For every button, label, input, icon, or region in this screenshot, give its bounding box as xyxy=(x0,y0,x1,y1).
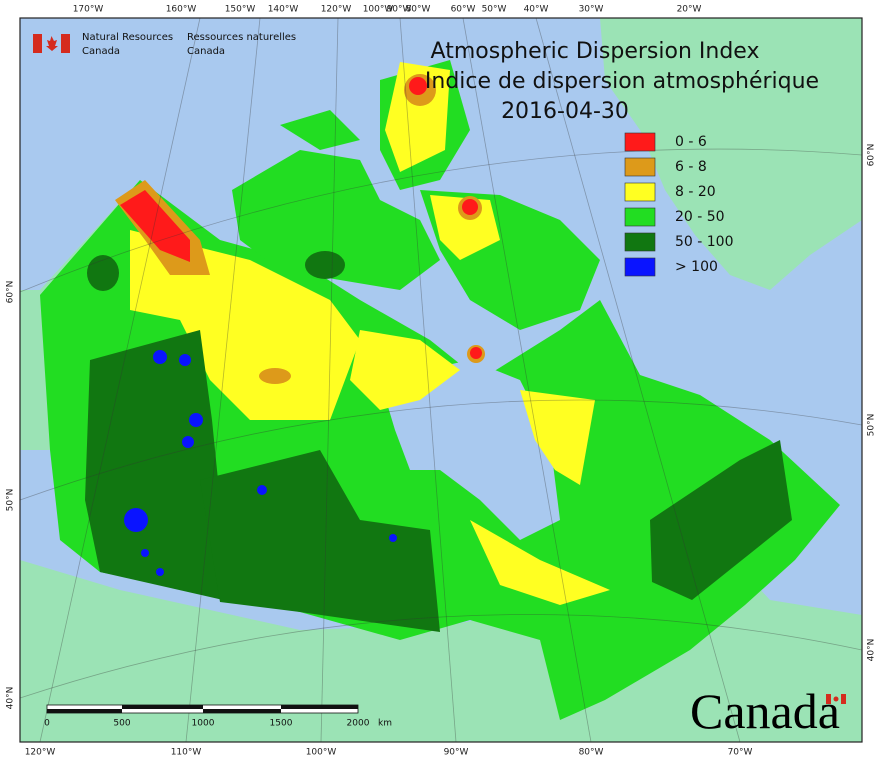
scale-label: 0 xyxy=(44,719,50,729)
longitude-label: 100°W xyxy=(306,748,337,758)
red-zone xyxy=(409,77,427,95)
yellow-zone xyxy=(470,520,610,605)
maple-leaf xyxy=(833,696,839,702)
scale-label: 2000 xyxy=(347,719,370,729)
legend-label: 6 - 8 xyxy=(675,159,707,175)
red-zone xyxy=(120,190,190,262)
wordmark: Canada xyxy=(690,683,840,739)
legend-swatch xyxy=(624,257,656,277)
scale-segment xyxy=(122,705,203,709)
latitude-label: 50°N xyxy=(6,489,16,512)
dark-green-zone xyxy=(87,255,119,291)
latitude-label: 60°N xyxy=(6,281,16,304)
legend-swatch xyxy=(624,182,656,202)
blue-zone xyxy=(257,485,267,495)
legend-label: 20 - 50 xyxy=(675,209,725,225)
longitude-label: 140°W xyxy=(268,5,299,15)
scale-label: 1500 xyxy=(270,719,293,729)
blue-zone xyxy=(182,436,194,448)
dark-green-zone xyxy=(200,450,440,632)
longitude-label: 170°W xyxy=(73,5,104,15)
canada-wordmark-flag xyxy=(826,694,846,704)
scale-bar xyxy=(46,704,359,714)
greenland xyxy=(600,18,862,290)
red-zone xyxy=(462,199,478,215)
arctic-island xyxy=(280,110,360,150)
longitude-label: 30°W xyxy=(579,5,604,15)
legend-label: 50 - 100 xyxy=(675,234,734,250)
yellow-zone xyxy=(130,230,360,420)
latitude-label: 40°N xyxy=(867,639,877,662)
longitude-label: 100°W xyxy=(363,5,394,15)
legend-swatch xyxy=(624,207,656,227)
blue-zone xyxy=(179,354,191,366)
legend-label: 8 - 20 xyxy=(675,184,716,200)
dark-green-zone xyxy=(650,440,792,600)
longitude-label: 150°W xyxy=(225,5,256,15)
flag-bar xyxy=(826,694,831,704)
title-en: Atmospheric Dispersion Index xyxy=(431,39,760,64)
maple-leaf xyxy=(46,36,58,51)
latitude-label: 50°N xyxy=(867,414,877,437)
blue-zone xyxy=(189,413,203,427)
blue-zone xyxy=(141,549,149,557)
longitude-label: 80°W xyxy=(579,748,604,758)
legend-label: 0 - 6 xyxy=(675,134,707,150)
flag-bar xyxy=(841,694,846,704)
longitude-label: 120°W xyxy=(25,748,56,758)
legend-swatch xyxy=(624,232,656,252)
legend-label: > 100 xyxy=(675,259,718,275)
orange-zone xyxy=(259,368,291,384)
longitude-label: 60°W xyxy=(451,5,476,15)
org-name: Canada xyxy=(82,46,120,57)
dark-green-zone xyxy=(305,251,345,279)
yellow-zone xyxy=(520,390,595,485)
longitude-label: 120°W xyxy=(321,5,352,15)
blue-zone xyxy=(389,534,397,542)
graticule-lines xyxy=(19,17,863,743)
scale-label: 500 xyxy=(113,719,130,729)
longitude-label: 80°W xyxy=(406,5,431,15)
latitude-label: 60°N xyxy=(867,144,877,167)
longitude-label: 20°W xyxy=(677,5,702,15)
scale-segment xyxy=(281,705,358,709)
nrcan-flag xyxy=(33,34,70,53)
longitude-label: 90°W xyxy=(387,5,412,15)
scale-segment xyxy=(203,709,281,713)
dark-green-zone xyxy=(85,330,232,602)
yellow-zone xyxy=(350,330,460,410)
yellow-zone xyxy=(430,195,500,260)
map-frame xyxy=(19,17,863,743)
title-fr: Indice de dispersion atmosphérique xyxy=(425,69,819,94)
longitude-label: 50°W xyxy=(482,5,507,15)
longitude-label: 160°W xyxy=(166,5,197,15)
blue-zone xyxy=(156,568,164,576)
flag-bar xyxy=(61,34,70,53)
longitude-label: 70°W xyxy=(728,748,753,758)
red-zone xyxy=(470,347,482,359)
legend-swatch xyxy=(624,157,656,177)
org-name: Canada xyxy=(187,46,225,57)
flag-bar xyxy=(33,34,42,53)
blue-zone xyxy=(153,350,167,364)
legend-swatch xyxy=(624,132,656,152)
longitude-label: 40°W xyxy=(524,5,549,15)
latitude-label: 40°N xyxy=(6,687,16,710)
arctic-island xyxy=(232,150,440,290)
org-name: Natural Resources xyxy=(82,32,173,43)
title-date: 2016-04-30 xyxy=(501,99,629,124)
org-name: Ressources naturelles xyxy=(187,32,296,43)
longitude-label: 90°W xyxy=(444,748,469,758)
blue-zone xyxy=(124,508,148,532)
hudson-bay xyxy=(380,360,560,540)
scale-segment xyxy=(47,709,122,713)
scale-unit: km xyxy=(378,719,392,729)
scale-label: 1000 xyxy=(192,719,215,729)
longitude-label: 110°W xyxy=(171,748,202,758)
